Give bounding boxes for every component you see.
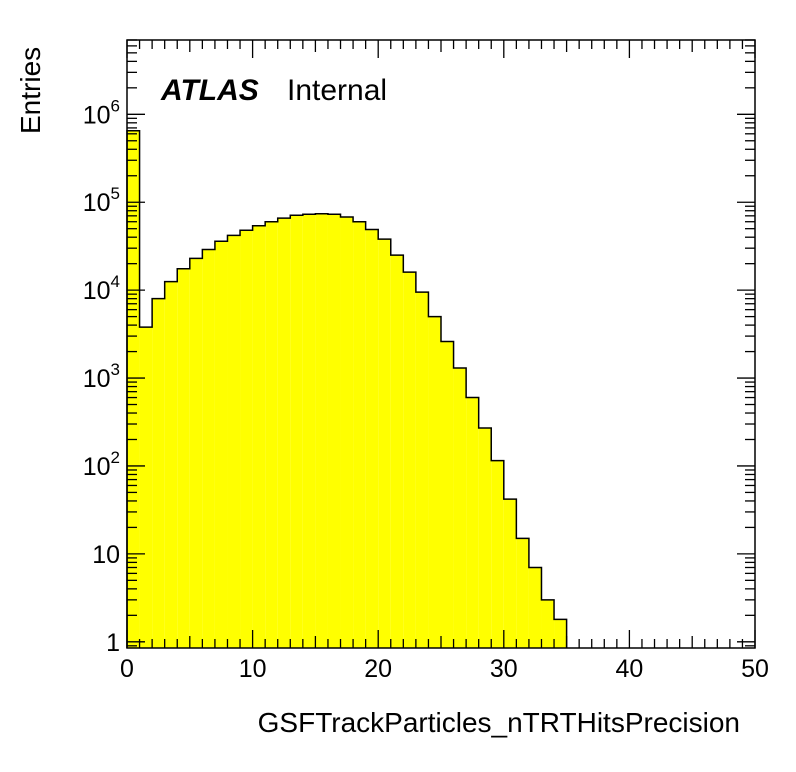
internal-label: Internal: [287, 74, 387, 107]
x-tick-label: 40: [615, 655, 643, 683]
histogram-bin-18: [353, 221, 366, 648]
x-tick-label: 30: [490, 655, 518, 683]
histogram-bin-22: [403, 272, 416, 648]
y-tick-label: 102: [83, 448, 120, 481]
histogram-bin-23: [415, 292, 429, 648]
histogram-bin-21: [390, 255, 404, 648]
histogram-bin-10: [252, 225, 266, 649]
y-tick-label: 106: [83, 96, 120, 129]
histogram-bin-19: [365, 229, 379, 648]
histogram-bin-15: [315, 213, 328, 648]
histogram-bin-8: [227, 235, 241, 648]
histogram-bin-20: [378, 239, 391, 648]
y-axis-title: Entries: [15, 47, 46, 134]
histogram-bin-33: [541, 599, 555, 648]
plot-frame: [126, 39, 756, 649]
x-tick-label: 10: [239, 655, 267, 683]
histogram-bin-2: [152, 298, 165, 648]
histogram-bin-16: [327, 214, 341, 649]
histogram-bin-5: [189, 258, 203, 648]
x-tick-label: 0: [120, 655, 134, 683]
histogram-outline: [126, 130, 568, 648]
histogram-bins: [126, 130, 568, 649]
histogram-bin-13: [290, 215, 303, 649]
histogram-bin-0: [127, 130, 140, 648]
atlas-label: ATLAS: [160, 74, 259, 107]
y-tick-label: 103: [83, 360, 120, 393]
histogram-bin-26: [453, 368, 467, 648]
histogram-bin-24: [428, 316, 441, 648]
histogram-bin-17: [340, 216, 354, 648]
y-tick-label: 10: [92, 541, 120, 569]
histogram-bin-3: [164, 281, 178, 648]
x-tick-label: 50: [741, 655, 769, 683]
histogram-bin-27: [466, 397, 479, 648]
y-tick-labels: 1 10 102 103 104 105 106: [83, 96, 120, 656]
histogram-bin-12: [277, 218, 291, 648]
histogram-bin-31: [516, 538, 529, 648]
x-tick-labels: 0 10 20 30 40 50: [120, 655, 769, 683]
histogram-bin-28: [478, 428, 492, 648]
histogram-bin-14: [302, 214, 316, 649]
histogram-bin-29: [491, 460, 504, 648]
histogram-bin-11: [265, 221, 278, 648]
x-axis-title: GSFTrackParticles_nTRTHitsPrecision: [258, 707, 740, 738]
axis-ticks: [126, 39, 756, 648]
histogram-bin-25: [441, 341, 454, 648]
histogram-bin-32: [528, 567, 542, 648]
histogram-bin-7: [214, 241, 228, 648]
histogram-bin-9: [240, 230, 253, 649]
histogram-bin-30: [503, 499, 517, 648]
histogram-bin-6: [202, 249, 215, 649]
y-tick-label: 1: [106, 629, 120, 657]
histogram-bin-34: [554, 619, 567, 648]
y-tick-label: 105: [83, 184, 120, 217]
histogram-bin-4: [177, 268, 190, 648]
histogram-bin-1: [139, 327, 153, 648]
x-tick-label: 20: [364, 655, 392, 683]
y-tick-label: 104: [83, 272, 120, 305]
